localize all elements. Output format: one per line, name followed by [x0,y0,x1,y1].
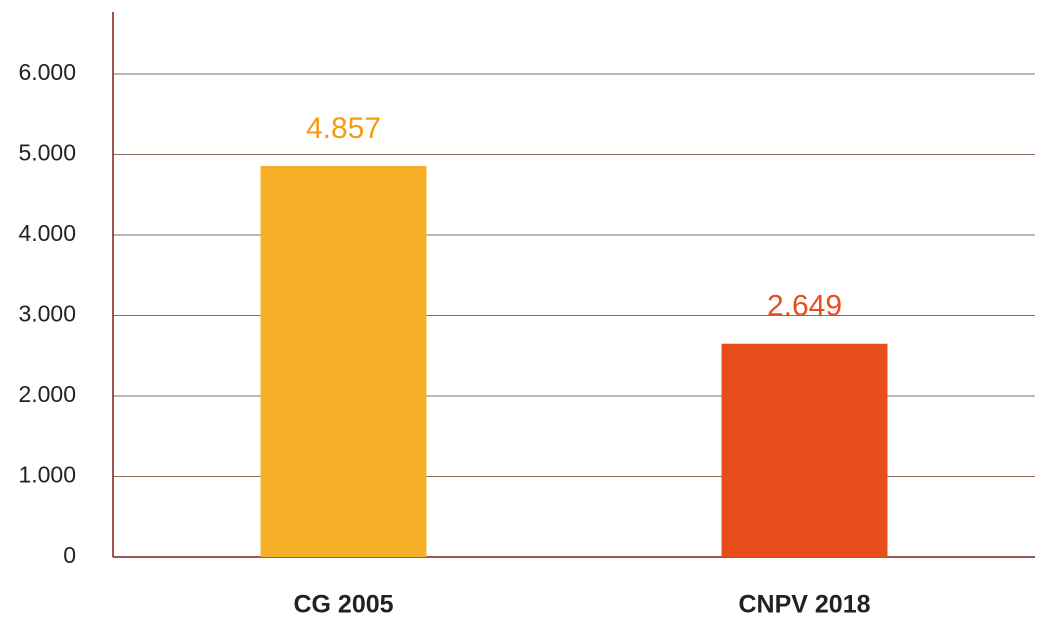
y-tick-label: 1.000 [18,462,76,488]
y-tick-label: 4.000 [18,220,76,246]
x-tick-label: CNPV 2018 [738,591,870,619]
y-tick-label: 5.000 [18,140,76,166]
value-label: 2.649 [767,290,842,323]
y-tick-label: 3.000 [18,301,76,327]
y-tick-label: 2.000 [18,381,76,407]
bar [721,343,888,557]
bar [260,166,427,557]
y-tick-label: 0 [63,542,76,568]
x-tick-label: CG 2005 [293,591,393,619]
y-tick-label: 6.000 [18,59,76,85]
value-label: 4.857 [306,112,381,145]
